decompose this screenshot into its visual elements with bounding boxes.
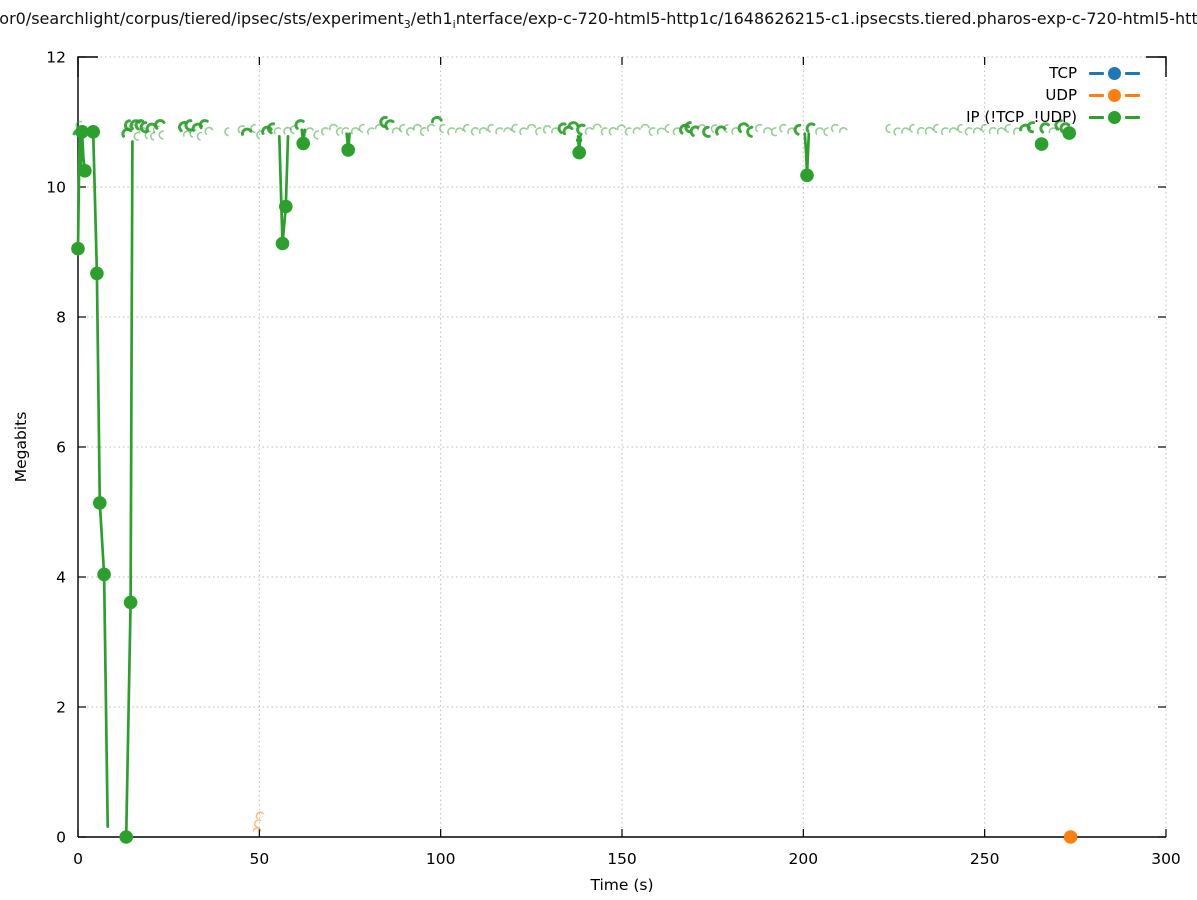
title-segment: /eth1 [410, 9, 453, 28]
legend-label-tcp: TCP [1049, 64, 1077, 82]
legend: TCP UDP IP (!TCP !UDP) [966, 62, 1140, 128]
legend-label-udp: UDP [1045, 86, 1077, 104]
svg-text:0: 0 [73, 850, 83, 868]
legend-sample-tcp-icon [1089, 66, 1140, 80]
svg-text:250: 250 [970, 850, 1000, 868]
legend-item-ip: IP (!TCP !UDP) [966, 106, 1140, 128]
svg-text:50: 50 [249, 850, 269, 868]
svg-text:8: 8 [56, 309, 66, 327]
svg-text:10: 10 [46, 179, 66, 197]
svg-text:6: 6 [56, 439, 66, 457]
svg-text:0: 0 [56, 829, 66, 847]
x-axis-label: Time (s) [590, 876, 654, 894]
svg-text:200: 200 [789, 850, 819, 868]
title-subscript: 3 [403, 18, 411, 31]
title-segment: nterface/exp-c-720-html5-http1c/16486262… [455, 9, 1197, 28]
legend-label-ip: IP (!TCP !UDP) [966, 108, 1077, 126]
chart-title: or0/searchlight/corpus/tiered/ipsec/sts/… [0, 9, 1197, 31]
legend-item-tcp: TCP [966, 62, 1140, 84]
legend-item-udp: UDP [966, 84, 1140, 106]
svg-text:150: 150 [607, 850, 637, 868]
svg-text:4: 4 [56, 569, 66, 587]
title-segment: or0/searchlight/corpus/tiered/ipsec/sts/… [0, 9, 404, 28]
svg-text:12: 12 [46, 49, 66, 67]
title-subscript: i [452, 18, 456, 31]
legend-sample-ip-icon [1089, 110, 1140, 124]
svg-text:100: 100 [426, 850, 456, 868]
svg-text:300: 300 [1151, 850, 1181, 868]
svg-text:2: 2 [56, 699, 66, 717]
legend-sample-udp-icon [1089, 88, 1140, 102]
